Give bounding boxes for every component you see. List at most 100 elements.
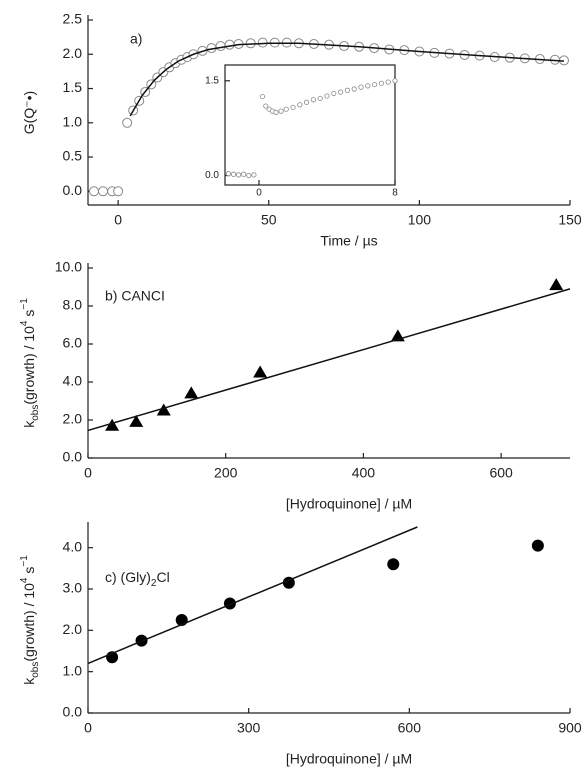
data-point bbox=[387, 558, 400, 571]
data-point bbox=[215, 41, 226, 52]
data-point bbox=[392, 78, 398, 84]
data-point bbox=[259, 93, 265, 100]
fit-line bbox=[129, 42, 565, 117]
data-point bbox=[184, 386, 199, 399]
label-part: s bbox=[21, 310, 37, 321]
y-tick-label: 4.0 bbox=[63, 373, 83, 389]
data-point bbox=[371, 81, 378, 88]
y-tick-label: 6.0 bbox=[63, 335, 83, 351]
data-point bbox=[129, 414, 144, 427]
x-tick-label: 100 bbox=[408, 212, 432, 228]
data-point bbox=[344, 87, 350, 93]
data-point bbox=[317, 95, 323, 102]
data-point bbox=[283, 106, 289, 112]
data-point bbox=[278, 108, 284, 114]
y-tick-label: 0.5 bbox=[63, 148, 83, 164]
y-axis-label: kobs(growth) / 104 s−1 bbox=[19, 298, 41, 428]
y-tick-label: 1.5 bbox=[205, 75, 219, 86]
y-tick-label: 0.0 bbox=[205, 170, 219, 181]
y-tick-label: 2.5 bbox=[63, 11, 83, 27]
x-tick-label: 600 bbox=[398, 720, 422, 736]
y-tick-label: 1.0 bbox=[63, 113, 83, 129]
data-point bbox=[251, 172, 257, 178]
fit-line bbox=[87, 526, 418, 665]
data-point bbox=[246, 172, 252, 179]
y-axis-label: kobs(growth) / 104 s−1 bbox=[19, 555, 41, 685]
data-point bbox=[225, 171, 231, 177]
label-part: 4 bbox=[19, 577, 30, 583]
y-tick-label: 3.0 bbox=[63, 580, 83, 596]
label-part: k bbox=[21, 420, 37, 428]
x-axis-label: [Hydroquinone] / µM bbox=[286, 496, 412, 512]
y-tick-label: 1.0 bbox=[63, 662, 83, 678]
panel-label: b) CANCI bbox=[105, 288, 165, 304]
y-tick-label: 2.0 bbox=[63, 621, 83, 637]
y-tick-label: 1.5 bbox=[63, 79, 83, 95]
data-point bbox=[290, 104, 296, 110]
data-point bbox=[365, 83, 371, 89]
data-point bbox=[224, 39, 235, 50]
label-part: 4 bbox=[19, 320, 30, 326]
x-axis-label: [Hydroquinone] / µM bbox=[286, 751, 412, 767]
data-point bbox=[263, 103, 269, 109]
data-point bbox=[253, 365, 268, 378]
label-part: −1 bbox=[19, 298, 30, 310]
y-tick-label: 2.0 bbox=[63, 411, 83, 427]
y-tick-label: 2.0 bbox=[63, 45, 83, 61]
data-point bbox=[297, 102, 303, 108]
data-point bbox=[122, 117, 133, 128]
data-point bbox=[531, 539, 544, 552]
x-tick-label: 150 bbox=[558, 212, 582, 228]
label-part: (growth) / 10 bbox=[21, 326, 37, 405]
label-part: −1 bbox=[19, 555, 30, 567]
label-part: Cl bbox=[156, 569, 169, 585]
data-point bbox=[378, 80, 384, 86]
data-point bbox=[282, 576, 295, 589]
x-tick-label: 900 bbox=[558, 720, 582, 736]
x-tick-label: 0 bbox=[256, 188, 262, 199]
data-point bbox=[98, 186, 109, 197]
data-point bbox=[337, 89, 344, 95]
x-tick-label: 600 bbox=[489, 465, 513, 481]
data-point bbox=[156, 403, 171, 416]
x-tick-label: 8 bbox=[392, 188, 398, 199]
x-tick-label: 0 bbox=[114, 212, 122, 228]
y-tick-label: 10.0 bbox=[55, 259, 82, 275]
label-part: k bbox=[21, 677, 37, 685]
label-part: 2 bbox=[151, 578, 157, 589]
y-tick-label: 8.0 bbox=[63, 297, 83, 313]
data-point bbox=[549, 278, 564, 291]
x-tick-label: 300 bbox=[237, 720, 261, 736]
x-tick-label: 50 bbox=[261, 212, 277, 228]
data-point bbox=[236, 172, 242, 178]
fit-line bbox=[87, 288, 571, 432]
label-part: s bbox=[21, 567, 37, 578]
data-point bbox=[257, 37, 268, 48]
data-point bbox=[324, 93, 330, 99]
y-tick-label: 0.0 bbox=[63, 182, 83, 198]
label-part: obs bbox=[30, 405, 41, 421]
label-part: G(Q⁻•) bbox=[21, 91, 37, 134]
data-point bbox=[241, 171, 247, 177]
data-point bbox=[331, 90, 337, 97]
y-tick-label: 0.0 bbox=[63, 449, 83, 465]
inset-frame bbox=[224, 64, 396, 186]
data-point bbox=[303, 99, 310, 105]
data-point bbox=[89, 186, 100, 197]
x-tick-label: 200 bbox=[214, 465, 238, 481]
data-point bbox=[230, 171, 237, 177]
data-point bbox=[351, 86, 357, 92]
panel-label: a) bbox=[130, 31, 142, 47]
y-axis-label: G(Q⁻•) bbox=[21, 91, 37, 134]
x-axis-label: Time / µs bbox=[320, 233, 377, 249]
label-part: c) (Gly) bbox=[105, 569, 151, 585]
label-part: obs bbox=[30, 662, 41, 678]
x-tick-label: 0 bbox=[84, 465, 92, 481]
data-point bbox=[310, 97, 316, 103]
y-tick-label: 4.0 bbox=[63, 538, 83, 554]
data-point bbox=[113, 186, 124, 197]
label-part: (growth) / 10 bbox=[21, 583, 37, 662]
x-tick-label: 0 bbox=[84, 720, 92, 736]
data-point bbox=[273, 109, 279, 115]
